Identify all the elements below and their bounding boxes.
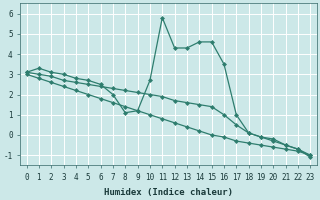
- X-axis label: Humidex (Indice chaleur): Humidex (Indice chaleur): [104, 188, 233, 197]
